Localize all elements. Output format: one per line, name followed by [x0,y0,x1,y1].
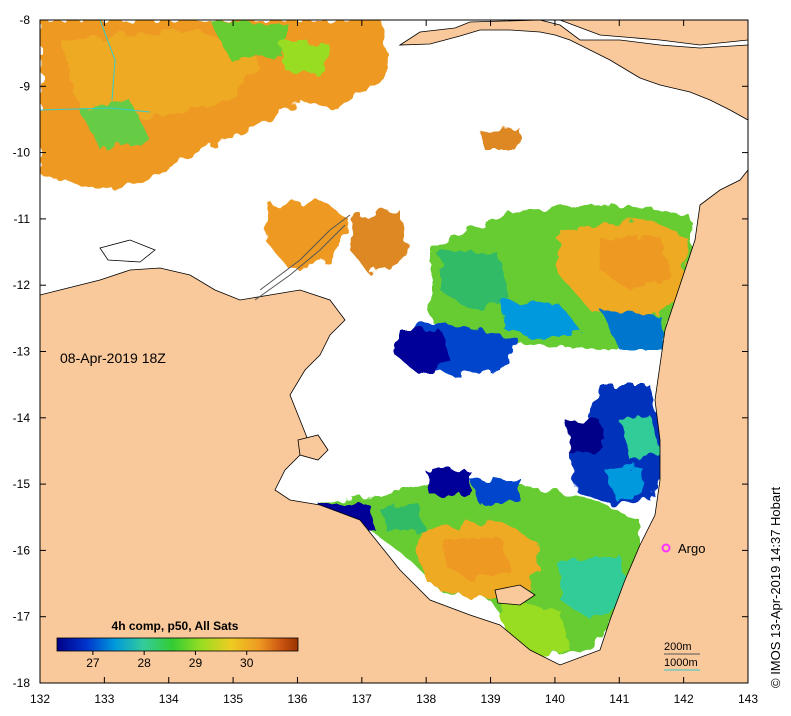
x-tick-label: 142 [674,692,694,706]
colorbar-tick-label: 29 [189,656,203,670]
x-tick-label: 134 [159,692,179,706]
x-tick-label: 135 [223,692,243,706]
credit-text: © IMOS 13-Apr-2019 14:37 Hobart [768,486,783,688]
y-tick-label: -9 [19,79,30,93]
y-tick-label: -10 [13,146,31,160]
y-tick-label: -8 [19,13,30,27]
bathymetry-contours [40,20,351,301]
x-tick-label: 137 [352,692,372,706]
y-axis: -8 -9 -10 -11 -12 -13 -14 -15 -16 -17 -18 [13,13,748,690]
contour-label-200m: 200m [664,641,692,653]
y-tick-label: -12 [13,278,31,292]
colorbar-tick-label: 30 [240,656,254,670]
y-tick-label: -13 [13,345,31,359]
contour-legend: 200m 1000m [664,641,700,671]
argo-label: Argo [678,541,705,556]
colorbar-title: 4h comp, p50, All Sats [112,619,239,633]
timestamp-label: 08-Apr-2019 18Z [60,350,166,366]
y-tick-label: -14 [13,411,31,425]
contour-label-1000m: 1000m [664,657,698,669]
colorbar-ticks: 27 28 29 30 [86,651,254,670]
y-tick-label: -15 [13,477,31,491]
land [40,20,748,683]
argo-marker: Argo [661,541,705,556]
colorbar-gradient [56,637,299,652]
x-tick-label: 143 [738,692,758,706]
x-tick-label: 133 [94,692,114,706]
map-area [40,20,748,683]
sst-patches [40,20,695,660]
x-tick-label: 132 [30,692,50,706]
x-tick-label: 141 [609,692,629,706]
x-tick-label: 136 [287,692,307,706]
colorbar: 4h comp, p50, All Sats 27 28 29 30 [56,619,299,670]
x-tick-label: 138 [416,692,436,706]
y-tick-label: -11 [14,212,31,226]
x-tick-label: 140 [545,692,565,706]
colorbar-tick-label: 27 [86,656,100,670]
y-tick-label: -16 [13,543,31,557]
y-tick-label: -17 [13,610,31,624]
x-axis: 132 133 134 135 136 137 138 139 140 141 142 143 [30,20,758,706]
x-tick-label: 139 [481,692,501,706]
argo-marker-icon [661,543,671,553]
colorbar-tick-label: 28 [137,656,151,670]
y-tick-label: -18 [13,676,31,690]
